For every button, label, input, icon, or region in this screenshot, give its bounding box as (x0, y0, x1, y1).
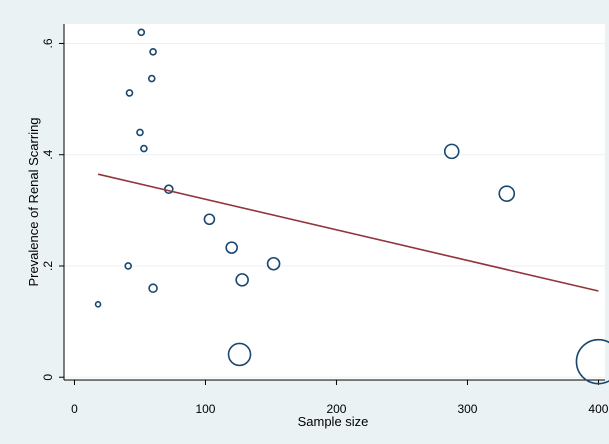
plot-area (64, 24, 605, 380)
data-point (125, 89, 134, 97)
x-axis-title: Sample size (298, 414, 369, 429)
data-point (94, 301, 102, 308)
data-point (266, 256, 281, 271)
gridlines (64, 42, 605, 378)
data-point (140, 144, 148, 153)
y-tick-label: 0 (41, 374, 55, 381)
x-axis-ticks: 0 100 200 300 400 (71, 380, 609, 416)
x-tick-label: 0 (71, 402, 78, 416)
data-point (136, 128, 144, 137)
data-point (443, 143, 460, 160)
y-tick-label: .4 (41, 149, 55, 159)
data-points (94, 28, 609, 385)
fit-line (97, 173, 599, 292)
data-point (227, 342, 252, 367)
x-tick-label: 300 (457, 402, 477, 416)
y-tick-label: .2 (41, 261, 55, 271)
data-point (498, 185, 516, 202)
x-tick-label: 200 (326, 402, 346, 416)
y-axis-title: Prevalence of Renal Scarring (26, 117, 41, 286)
data-point (124, 262, 132, 270)
x-tick-label: 100 (195, 402, 215, 416)
data-point (225, 241, 238, 254)
data-point (235, 273, 249, 287)
y-axis-ticks: 0 .2 .4 .6 (41, 38, 64, 381)
data-point (137, 28, 146, 37)
data-point (149, 48, 157, 56)
x-tick-label: 400 (588, 402, 608, 416)
data-point (575, 338, 609, 385)
y-tick-label: .6 (41, 38, 55, 48)
data-point (147, 74, 156, 83)
data-point (203, 213, 216, 226)
data-point (148, 283, 158, 294)
